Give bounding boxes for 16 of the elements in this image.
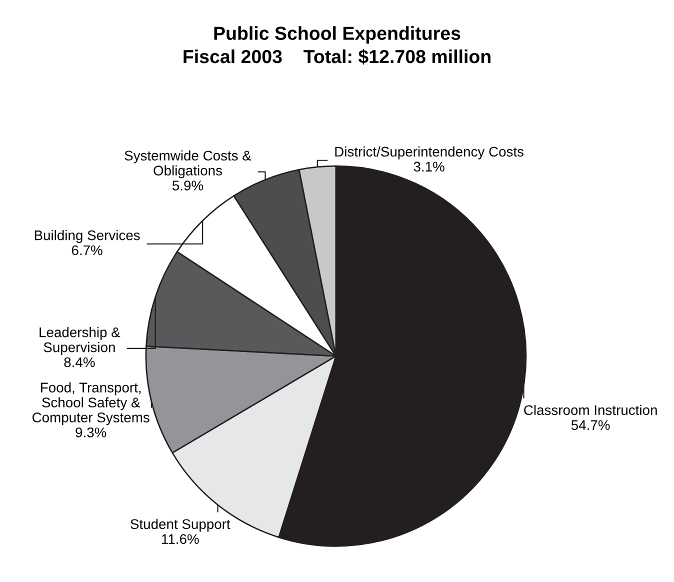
- slice-label: District/Superintendency Costs: [335, 146, 524, 160]
- data-label: 54.7%: [571, 420, 610, 430]
- chart-title: Public School Expenditures: [214, 26, 460, 44]
- data-label: 9.3%: [76, 428, 106, 438]
- data-label: 3.1%: [414, 162, 444, 172]
- chart-subtitle: Fiscal 2003 Total: $12.708 million: [184, 49, 490, 64]
- data-label: 5.9%: [172, 180, 204, 190]
- data-label: 8.4%: [64, 357, 95, 368]
- data-label: 6.7%: [72, 245, 102, 256]
- slice-label: Student Support: [130, 518, 230, 532]
- slice-label: Building Services: [34, 230, 140, 243]
- data-label: 11.6%: [162, 534, 199, 544]
- slice-label: Systemwide Costs & Obligations: [124, 150, 252, 178]
- slice-label: Leadership & Supervision: [40, 327, 120, 355]
- slice-label: Classroom Instruction: [524, 404, 657, 416]
- slice-label: Food, Transport, School Safety & Computer Systems: [32, 382, 150, 426]
